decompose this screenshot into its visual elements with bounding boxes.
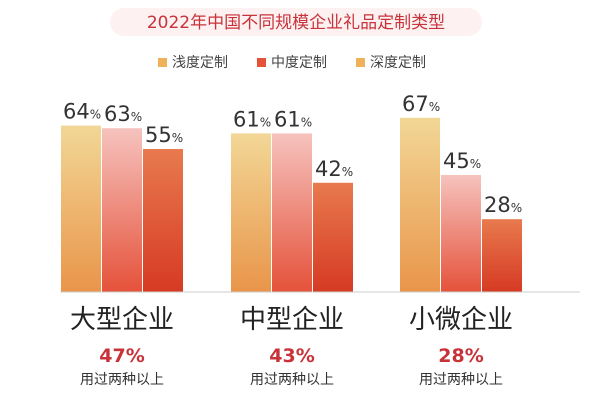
bar-value-label: 61% [233, 107, 271, 131]
bar-value-label: 61% [274, 107, 312, 131]
bar-3-3 [482, 219, 522, 292]
category-total-percent: 47% [99, 345, 144, 367]
bars [61, 117, 522, 292]
category-total-caption: 用过两种以上 [250, 372, 334, 388]
category-total-percent: 28% [438, 345, 483, 367]
bar-1-2 [102, 128, 142, 292]
bar-1-1 [61, 125, 101, 292]
bar-value-label: 45% [443, 149, 481, 173]
bar-value-label: 42% [315, 157, 353, 181]
legend-swatch-3 [356, 58, 365, 67]
category-label: 中型企业 [240, 305, 344, 335]
legend-label-3: 深度定制 [370, 55, 426, 71]
category-total-caption: 用过两种以上 [419, 372, 503, 388]
bar-value-label: 63% [104, 102, 142, 126]
bar-value-label: 55% [145, 123, 183, 147]
legend-swatch-2 [257, 58, 266, 67]
category-label: 小微企业 [409, 305, 513, 335]
chart-title: 2022年中国不同规模企业礼品定制类型 [147, 13, 445, 33]
category-total-percent: 43% [269, 345, 314, 367]
labels: 64% 63%55% 大型企业 47% 用过两种以上 61% 61% 42% 中型企业 43% 用过… [63, 92, 522, 388]
bar-value-label: 64% [63, 100, 101, 124]
bar-2-1 [231, 133, 271, 292]
category-total-caption: 用过两种以上 [80, 372, 164, 388]
category-label: 大型企业 [70, 305, 174, 335]
legend-swatch-1 [158, 58, 167, 67]
legend: 浅度定制 中度定制 深度定制 [158, 55, 426, 71]
bar-3-2 [441, 175, 481, 292]
bar-value-label: 28% [484, 193, 522, 217]
bar-1-3 [143, 149, 183, 292]
bar-2-2 [272, 133, 312, 292]
bar-value-label: 67% [402, 92, 440, 116]
bar-2-3 [313, 182, 353, 292]
chart-title-background [110, 8, 482, 36]
legend-label-1: 浅度定制 [172, 55, 228, 71]
legend-label-2: 中度定制 [271, 55, 327, 71]
bar-3-1 [400, 117, 440, 292]
